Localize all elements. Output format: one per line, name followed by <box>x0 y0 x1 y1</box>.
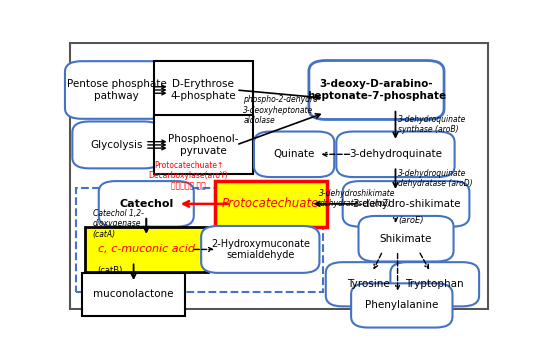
Text: 3-deoxy-D-arabino-
heptonate-7-phosphate: 3-deoxy-D-arabino- heptonate-7-phosphate <box>307 79 446 101</box>
FancyBboxPatch shape <box>154 116 253 174</box>
Text: Glycolysis: Glycolysis <box>90 140 143 150</box>
FancyBboxPatch shape <box>343 181 469 227</box>
Text: Pentose phosphate
pathway: Pentose phosphate pathway <box>67 79 167 101</box>
FancyBboxPatch shape <box>72 121 161 168</box>
Text: Catechol 1,2-
dioxygenase
(catA): Catechol 1,2- dioxygenase (catA) <box>93 209 143 239</box>
Text: Phenylalanine: Phenylalanine <box>365 300 439 310</box>
Text: muconolactone: muconolactone <box>93 290 174 299</box>
FancyBboxPatch shape <box>215 181 327 227</box>
Text: 3-dehydroquinate
synthase (aroB): 3-dehydroquinate synthase (aroB) <box>398 114 467 134</box>
Text: Tryptophan: Tryptophan <box>405 279 464 289</box>
FancyBboxPatch shape <box>154 61 253 119</box>
Text: Protocatechuate↑
Decarboxylase(aroY)
외래유전자 도입: Protocatechuate↑ Decarboxylase(aroY) 외래유… <box>149 161 228 190</box>
FancyBboxPatch shape <box>254 132 334 177</box>
Text: c, c-muconic acid: c, c-muconic acid <box>98 244 195 254</box>
FancyBboxPatch shape <box>390 262 479 306</box>
FancyBboxPatch shape <box>99 181 194 227</box>
FancyBboxPatch shape <box>351 283 452 327</box>
Text: 2-Hydroxymuconate
semialdehyde: 2-Hydroxymuconate semialdehyde <box>211 239 310 260</box>
FancyBboxPatch shape <box>336 132 455 177</box>
Text: 3-dehydro-shikimate: 3-dehydro-shikimate <box>352 199 461 209</box>
Text: (aroE): (aroE) <box>398 216 424 225</box>
Text: Catechol: Catechol <box>119 199 173 209</box>
Text: Shikimate: Shikimate <box>380 234 432 244</box>
FancyBboxPatch shape <box>65 61 168 119</box>
Text: (catB): (catB) <box>97 266 122 275</box>
Text: Phosphoenol-
pyruvate: Phosphoenol- pyruvate <box>168 134 239 156</box>
FancyBboxPatch shape <box>85 227 208 272</box>
Text: 3-dehydroquinate: 3-dehydroquinate <box>349 149 442 159</box>
FancyBboxPatch shape <box>309 61 444 119</box>
Text: 3-dehydroshikimate
dehydratase(aroZ): 3-dehydroshikimate dehydratase(aroZ) <box>319 189 396 208</box>
Text: Quinate: Quinate <box>274 149 315 159</box>
Text: Protocatechuate: Protocatechuate <box>222 197 319 211</box>
Text: D-Erythrose
4-phosphate: D-Erythrose 4-phosphate <box>171 79 236 101</box>
Text: 3-dehydroquinate
dehydratase (aroD): 3-dehydroquinate dehydratase (aroD) <box>398 169 473 188</box>
FancyBboxPatch shape <box>201 226 319 273</box>
Text: Tyrosine: Tyrosine <box>347 279 389 289</box>
FancyBboxPatch shape <box>359 216 453 261</box>
Text: phospho-2-dehydro-
3-deoxyheptonate
aldolase: phospho-2-dehydro- 3-deoxyheptonate aldo… <box>244 95 321 125</box>
FancyBboxPatch shape <box>326 262 410 306</box>
FancyBboxPatch shape <box>82 273 185 316</box>
